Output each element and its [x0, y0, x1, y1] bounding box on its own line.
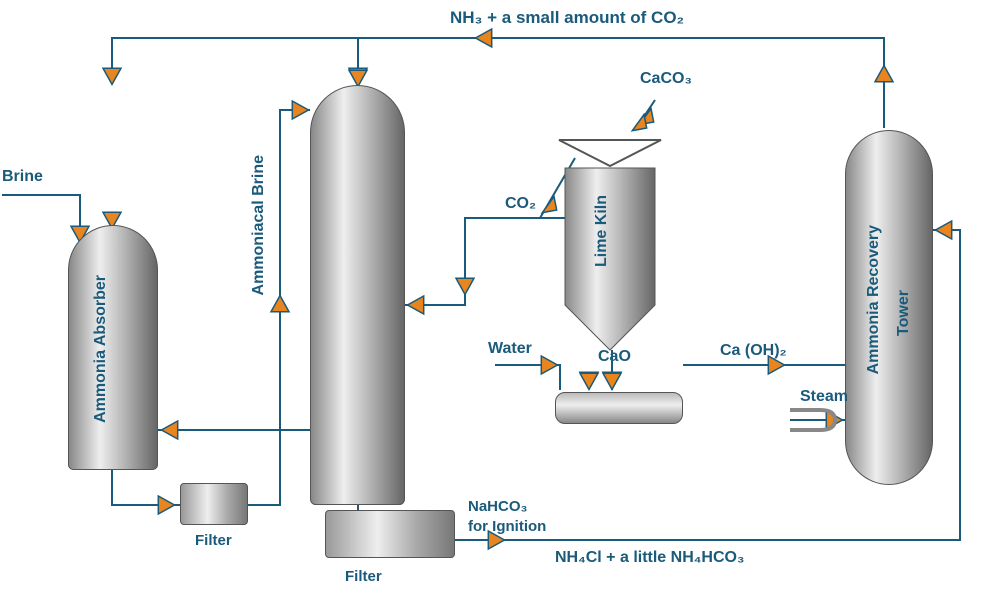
label-filter1: Filter: [195, 532, 232, 549]
label-ammonia_absorber: Ammonia Absorber: [92, 275, 110, 423]
arrow-icon: [408, 296, 424, 314]
arrow-icon: [936, 221, 952, 239]
label-nahco3: NaHCO₃: [468, 498, 527, 515]
arrow-icon: [632, 115, 646, 131]
flow-nh3_branch: [112, 38, 358, 85]
label-brine: Brine: [2, 168, 43, 186]
arrow-icon: [158, 496, 174, 514]
flow-brine_in: [2, 195, 80, 248]
label-ammonia_recovery: Ammonia Recovery: [865, 225, 883, 374]
carbonation-column: [310, 85, 405, 505]
arrow-icon: [603, 373, 621, 389]
flow-top: [112, 38, 884, 128]
arrow-icon: [541, 356, 557, 374]
label-ammoniacal_brine: Ammoniacal Brine: [250, 155, 268, 295]
kiln-funnel: [559, 140, 661, 166]
arrow-icon: [271, 296, 289, 312]
arrow-icon: [162, 421, 178, 439]
label-lime_kiln: Lime Kiln: [593, 195, 611, 267]
ammonia-recovery-tower: [845, 130, 933, 485]
label-water: Water: [488, 340, 532, 358]
arrow-icon: [580, 373, 598, 389]
label-for_ignition: for Ignition: [468, 518, 546, 535]
arrow-icon: [476, 29, 492, 47]
label-co2: CO₂: [505, 195, 536, 213]
label-cao: CaO: [598, 348, 631, 366]
flow-co2_to_column: [405, 218, 566, 305]
ammonia-absorber: [68, 225, 158, 470]
label-caoh2: Ca (OH)₂: [720, 342, 787, 360]
label-top_flow: NH₃ + a small amount of CO₂: [450, 8, 684, 28]
arrow-icon: [542, 197, 556, 213]
filter-1: [180, 483, 248, 525]
label-nh4cl: NH₄Cl + a little NH₄HCO₃: [555, 549, 744, 567]
filter-2: [325, 510, 455, 558]
arrow-icon: [875, 66, 893, 82]
arrow-icon: [103, 68, 121, 84]
arrow-icon: [292, 101, 308, 119]
flow-absorber_to_filter: [112, 470, 180, 505]
label-filter2: Filter: [345, 568, 382, 585]
label-tower: Tower: [895, 290, 913, 336]
label-steam: Steam: [800, 388, 848, 406]
label-caco3: CaCO₃: [640, 70, 692, 88]
slaker-tank: [555, 392, 683, 424]
arrow-icon: [456, 278, 474, 294]
